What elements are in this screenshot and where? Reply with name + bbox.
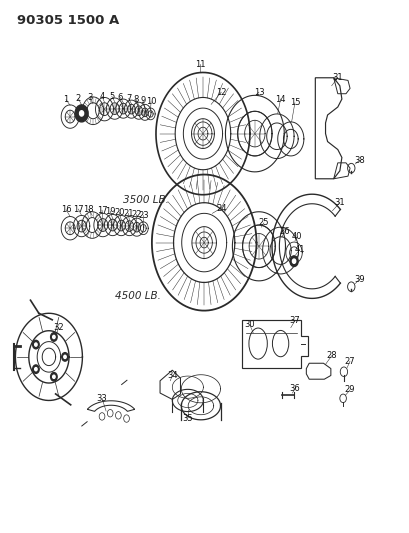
Text: 23: 23 (138, 211, 148, 220)
Circle shape (50, 333, 57, 341)
Circle shape (33, 341, 39, 349)
Text: 19: 19 (105, 207, 115, 216)
Text: 28: 28 (326, 351, 336, 360)
Circle shape (292, 259, 295, 263)
Circle shape (62, 353, 68, 361)
Text: 37: 37 (289, 316, 299, 325)
Text: 31: 31 (332, 73, 342, 82)
Text: 9: 9 (140, 96, 145, 105)
Circle shape (289, 256, 297, 266)
Text: 10: 10 (146, 97, 156, 106)
Text: 27: 27 (344, 357, 355, 366)
Text: 11: 11 (194, 60, 205, 69)
Text: 39: 39 (353, 274, 364, 284)
Text: 30: 30 (244, 320, 255, 329)
Text: 13: 13 (253, 87, 264, 96)
Text: 21: 21 (123, 209, 133, 218)
Text: 16: 16 (61, 205, 71, 214)
Text: 18: 18 (83, 205, 94, 214)
Text: 20: 20 (114, 208, 124, 217)
Text: 12: 12 (216, 87, 226, 96)
Text: 7: 7 (126, 94, 131, 103)
Circle shape (79, 111, 83, 116)
Text: 17: 17 (73, 205, 83, 214)
Text: 3500 LB.: 3500 LB. (123, 195, 169, 205)
Circle shape (52, 335, 55, 338)
Text: 29: 29 (344, 385, 355, 394)
Circle shape (50, 373, 57, 381)
Text: 41: 41 (294, 245, 304, 254)
Text: 36: 36 (289, 384, 299, 393)
Text: 31: 31 (334, 198, 344, 207)
Text: 17: 17 (97, 206, 107, 215)
Circle shape (35, 343, 37, 346)
Text: 26: 26 (279, 227, 289, 236)
Text: 40: 40 (291, 232, 302, 241)
Text: 1: 1 (63, 95, 69, 104)
Text: 90305 1500 A: 90305 1500 A (17, 14, 119, 27)
Text: 25: 25 (258, 219, 268, 228)
Text: 6: 6 (117, 93, 123, 102)
Text: 15: 15 (289, 98, 299, 107)
Text: 35: 35 (182, 414, 193, 423)
Text: 4: 4 (99, 92, 104, 101)
Circle shape (64, 356, 66, 359)
Text: 3: 3 (87, 93, 92, 102)
Text: 22: 22 (131, 210, 141, 219)
Text: 4500 LB.: 4500 LB. (115, 290, 161, 301)
Circle shape (52, 375, 55, 378)
Text: 24: 24 (216, 204, 226, 213)
Text: 38: 38 (353, 156, 364, 165)
Circle shape (35, 368, 37, 371)
Circle shape (75, 105, 88, 122)
Text: 34: 34 (166, 371, 177, 380)
Circle shape (33, 365, 39, 374)
Text: 14: 14 (275, 94, 285, 103)
Text: 32: 32 (53, 323, 64, 332)
Text: 33: 33 (97, 394, 107, 403)
Text: 5: 5 (109, 92, 114, 101)
Text: 8: 8 (133, 95, 139, 104)
Text: 2: 2 (76, 94, 81, 103)
